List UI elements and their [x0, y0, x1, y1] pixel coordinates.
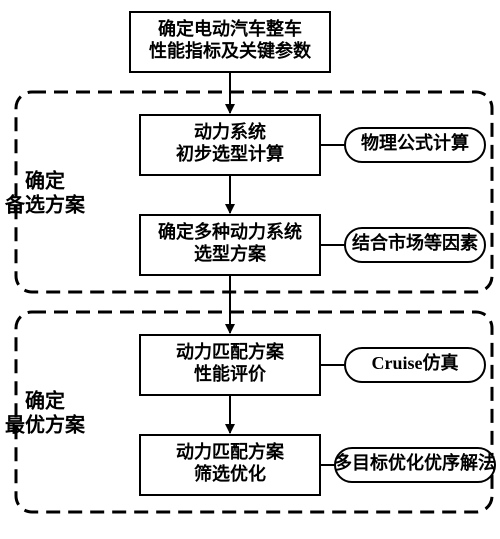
node-b3: 动力匹配方案性能评价: [140, 335, 320, 395]
node-top-line1: 性能指标及关键参数: [149, 40, 312, 61]
side-label-g2-line1: 最优方案: [5, 413, 86, 437]
side-label-g1-line0: 确定: [25, 169, 65, 193]
side-label-g2-line0: 确定: [25, 389, 65, 413]
node-p4: 多目标优化优序解法: [334, 448, 496, 482]
node-top: 确定电动汽车整车性能指标及关键参数: [130, 12, 330, 72]
node-b4-line1: 筛选优化: [194, 463, 266, 484]
node-b2: 确定多种动力系统选型方案: [140, 215, 320, 275]
node-p4-line0: 多目标优化优序解法: [334, 452, 496, 473]
node-p3: Cruise仿真: [345, 348, 485, 382]
node-p2: 结合市场等因素: [345, 228, 485, 262]
node-b1-line1: 初步选型计算: [176, 143, 284, 164]
side-label-g1-line1: 备选方案: [4, 193, 86, 217]
node-b2-line0: 确定多种动力系统: [158, 221, 302, 242]
node-b1: 动力系统初步选型计算: [140, 115, 320, 175]
node-p2-line0: 结合市场等因素: [352, 232, 478, 253]
node-b3-line1: 性能评价: [194, 363, 267, 384]
node-p1-line0: 物理公式计算: [361, 132, 469, 153]
node-b3-line0: 动力匹配方案: [176, 341, 285, 362]
node-p3-line0: Cruise仿真: [372, 352, 459, 373]
flowchart: 确定电动汽车整车性能指标及关键参数动力系统初步选型计算确定多种动力系统选型方案动…: [0, 0, 500, 539]
node-top-line0: 确定电动汽车整车: [158, 18, 302, 39]
node-b2-line1: 选型方案: [194, 243, 267, 264]
node-p1: 物理公式计算: [345, 128, 485, 162]
node-b4: 动力匹配方案筛选优化: [140, 435, 320, 495]
node-b4-line0: 动力匹配方案: [176, 441, 285, 462]
node-b1-line0: 动力系统: [194, 121, 266, 142]
